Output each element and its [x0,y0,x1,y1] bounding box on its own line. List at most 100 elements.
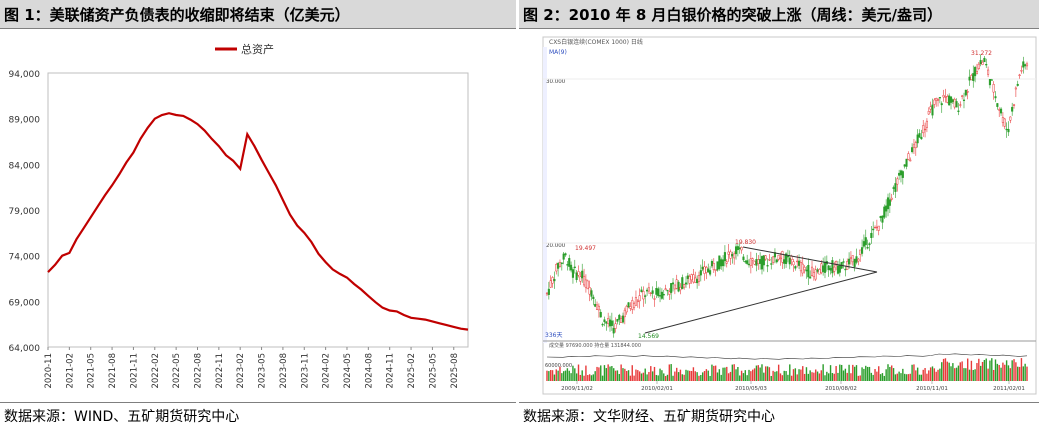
volume-bar [827,373,830,381]
candle-body [659,295,662,297]
left-panel: 图 1：美联储资产负债表的收缩即将结束（亿美元） 总资产 64,000 69,00… [0,0,516,428]
volume-bar [931,366,934,381]
candle-body [720,259,723,267]
x-tick-label: 2021-05 [87,353,97,389]
x-axis-dates: 2009/11/02 2010/02/01 2010/05/03 2010/08/02… [561,381,1025,392]
candle-body [714,269,717,271]
candle-body [571,269,574,278]
candle-body [731,254,734,257]
candle-body [975,71,979,75]
volume-bar [620,364,622,381]
volume-bar [575,373,578,381]
volume-bar [968,369,971,381]
volume-bar [562,371,565,381]
volume-bar [911,364,913,381]
candle-body [577,271,580,276]
volume-bar [837,372,839,381]
volume-bar [585,365,587,381]
candle-body [962,99,966,101]
volume-bar [631,365,633,381]
volume-bar [781,375,784,381]
volume-bar [650,366,652,381]
candle-body [953,98,956,108]
candle-body [766,265,769,267]
plot-area [47,72,469,348]
candle-body [872,228,875,231]
x-date-label: 2010/02/01 [641,386,673,392]
candle-body [886,197,890,210]
volume-bar [776,371,778,381]
volume-bar [844,368,847,381]
candle-body [911,147,914,153]
volume-bar [966,358,969,381]
candle-body [929,106,932,110]
candle-body [620,318,623,323]
candle-body [612,328,615,334]
x-tick-label: 2023-02 [236,353,246,389]
candle-body [660,291,663,299]
candle-body [592,296,595,299]
volume-bar [965,368,967,381]
volume-bar [996,363,999,381]
volume-bar [935,371,937,381]
volume-bar [863,368,865,381]
volume-bar [891,365,893,381]
candle-body [696,278,699,284]
volume-bar [757,365,759,381]
candle-body [616,319,619,322]
volume-bar [629,375,632,381]
volume-bar [642,372,645,381]
candle-body [755,259,758,266]
x-date-label: 2009/11/02 [561,386,593,392]
volume-bar [551,370,554,381]
volume-bar [924,368,926,381]
candle-body [638,295,641,302]
candle-body [601,323,604,326]
volume-bar [874,369,876,381]
volume-bar [752,369,754,381]
volume-bar [624,368,626,381]
candle-body [964,89,967,96]
candle-body [992,84,995,93]
candle-body [916,134,919,144]
candle-body [836,265,840,274]
candle-body [994,96,997,99]
fed-balance-sheet-chart: 总资产 64,000 69,000 74,000 79,000 84,000 89,000… [9,42,469,389]
candle-body [862,241,865,247]
volume-bar [753,368,756,381]
candle-body [557,263,560,269]
volume-bar [729,371,732,381]
candle-body [918,133,921,138]
volume-bar [687,370,689,381]
candle-body [751,258,754,261]
candle-body [633,303,636,308]
candle-body [807,264,810,278]
volume-bar [783,370,785,381]
volume-bar [922,369,924,381]
volume-bar [587,375,589,381]
candle-body [801,263,804,274]
x-tick-label: 2021-11 [129,353,139,389]
volume-bar [992,369,995,381]
volume-bar [574,368,576,381]
volume-bar [744,370,747,381]
volume-bar [816,371,819,381]
volume-bar [581,370,583,381]
candle-body [701,266,704,270]
volume-bar [1002,362,1004,381]
volume-bar [920,374,923,381]
volume-bar [842,370,845,381]
volume-bar [861,367,863,381]
volume-bar [987,368,989,381]
volume-bar [853,366,856,381]
candle-body [901,171,904,178]
candle-body [1012,104,1016,106]
volume-bar [613,368,615,381]
candle-body [940,103,943,106]
candle-body [920,136,923,140]
candle-body [677,281,680,292]
candle-body [931,104,934,116]
candle-body [605,321,608,324]
volume-bar [763,372,765,381]
candle-body [877,225,880,231]
